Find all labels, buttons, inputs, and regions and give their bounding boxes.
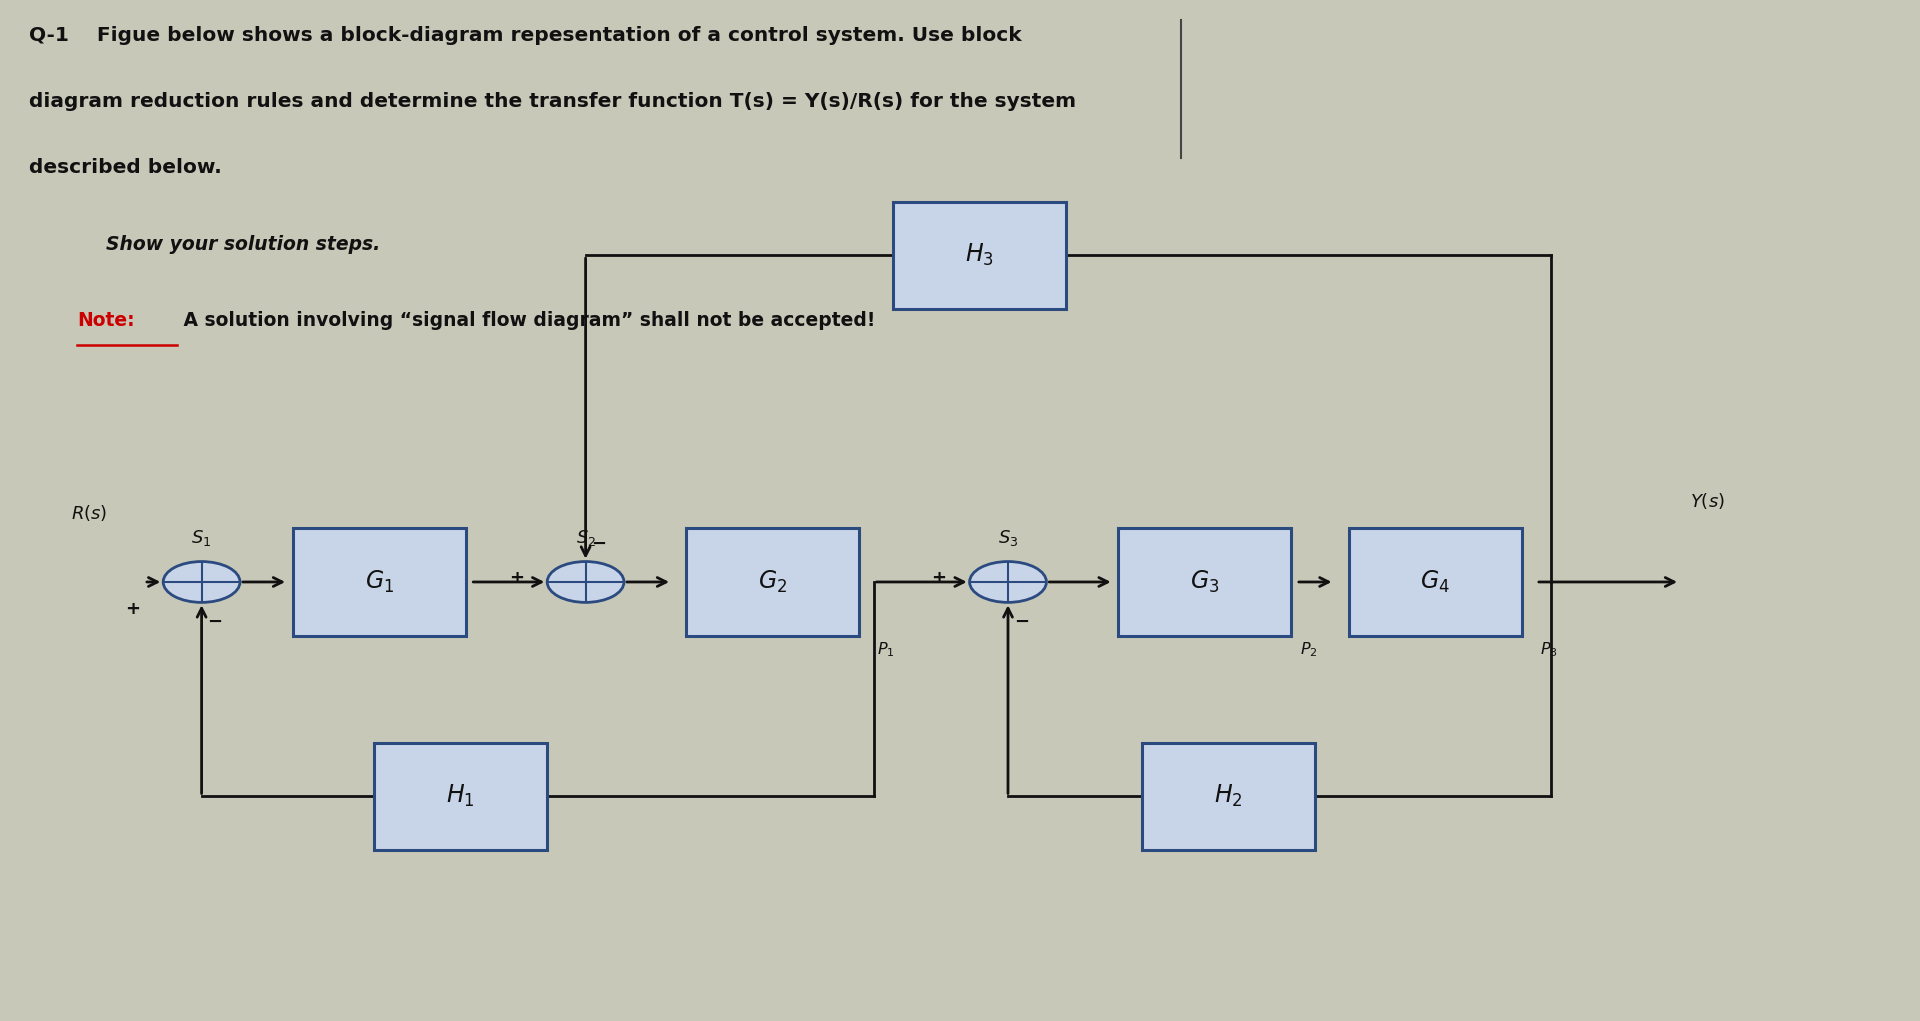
Text: Show your solution steps.: Show your solution steps. <box>106 235 380 254</box>
FancyBboxPatch shape <box>1142 743 1315 849</box>
Text: $G_1$: $G_1$ <box>365 569 394 595</box>
Text: −: − <box>207 613 223 631</box>
FancyBboxPatch shape <box>893 202 1066 309</box>
Text: described below.: described below. <box>29 158 221 178</box>
Text: diagram reduction rules and determine the transfer function T(s) = Y(s)/R(s) for: diagram reduction rules and determine th… <box>29 92 1075 111</box>
Text: $P_3$: $P_3$ <box>1540 641 1557 660</box>
Text: $R(s)$: $R(s)$ <box>71 502 108 523</box>
Text: Q-1    Figue below shows a block-diagram repesentation of a control system. Use : Q-1 Figue below shows a block-diagram re… <box>29 26 1021 45</box>
Text: +: + <box>125 600 140 619</box>
FancyBboxPatch shape <box>294 529 467 635</box>
Circle shape <box>163 562 240 602</box>
Text: $S_2$: $S_2$ <box>576 528 595 548</box>
Text: $P_2$: $P_2$ <box>1300 641 1317 660</box>
Text: Note:: Note: <box>77 311 134 331</box>
Text: $G_3$: $G_3$ <box>1190 569 1219 595</box>
Text: +: + <box>931 569 947 587</box>
Text: +: + <box>509 569 524 587</box>
Text: $S_1$: $S_1$ <box>192 528 211 548</box>
FancyBboxPatch shape <box>374 743 547 849</box>
Text: $S_3$: $S_3$ <box>998 528 1018 548</box>
FancyBboxPatch shape <box>1348 529 1521 635</box>
Circle shape <box>970 562 1046 602</box>
Text: −: − <box>1014 613 1029 631</box>
Text: $H_3$: $H_3$ <box>964 242 995 269</box>
Text: A solution involving “signal flow diagram” shall not be accepted!: A solution involving “signal flow diagra… <box>177 311 876 331</box>
Text: $G_4$: $G_4$ <box>1421 569 1450 595</box>
Text: $G_2$: $G_2$ <box>758 569 787 595</box>
Circle shape <box>547 562 624 602</box>
FancyBboxPatch shape <box>687 529 860 635</box>
Text: $H_2$: $H_2$ <box>1215 783 1242 810</box>
Text: −: − <box>591 535 607 553</box>
Text: $H_1$: $H_1$ <box>447 783 474 810</box>
Text: $P_1$: $P_1$ <box>877 641 895 660</box>
Text: $Y(s)$: $Y(s)$ <box>1690 490 1724 510</box>
FancyBboxPatch shape <box>1117 529 1290 635</box>
